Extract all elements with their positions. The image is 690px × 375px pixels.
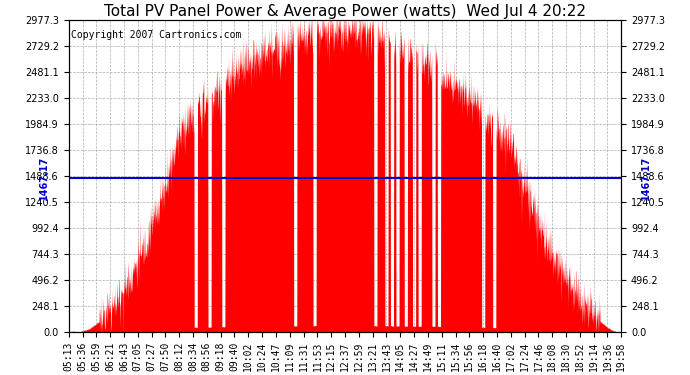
Text: 1467.17: 1467.17 xyxy=(39,156,49,200)
Text: 1467.17: 1467.17 xyxy=(641,156,651,200)
Title: Total PV Panel Power & Average Power (watts)  Wed Jul 4 20:22: Total PV Panel Power & Average Power (wa… xyxy=(104,4,586,19)
Text: Copyright 2007 Cartronics.com: Copyright 2007 Cartronics.com xyxy=(72,30,242,40)
